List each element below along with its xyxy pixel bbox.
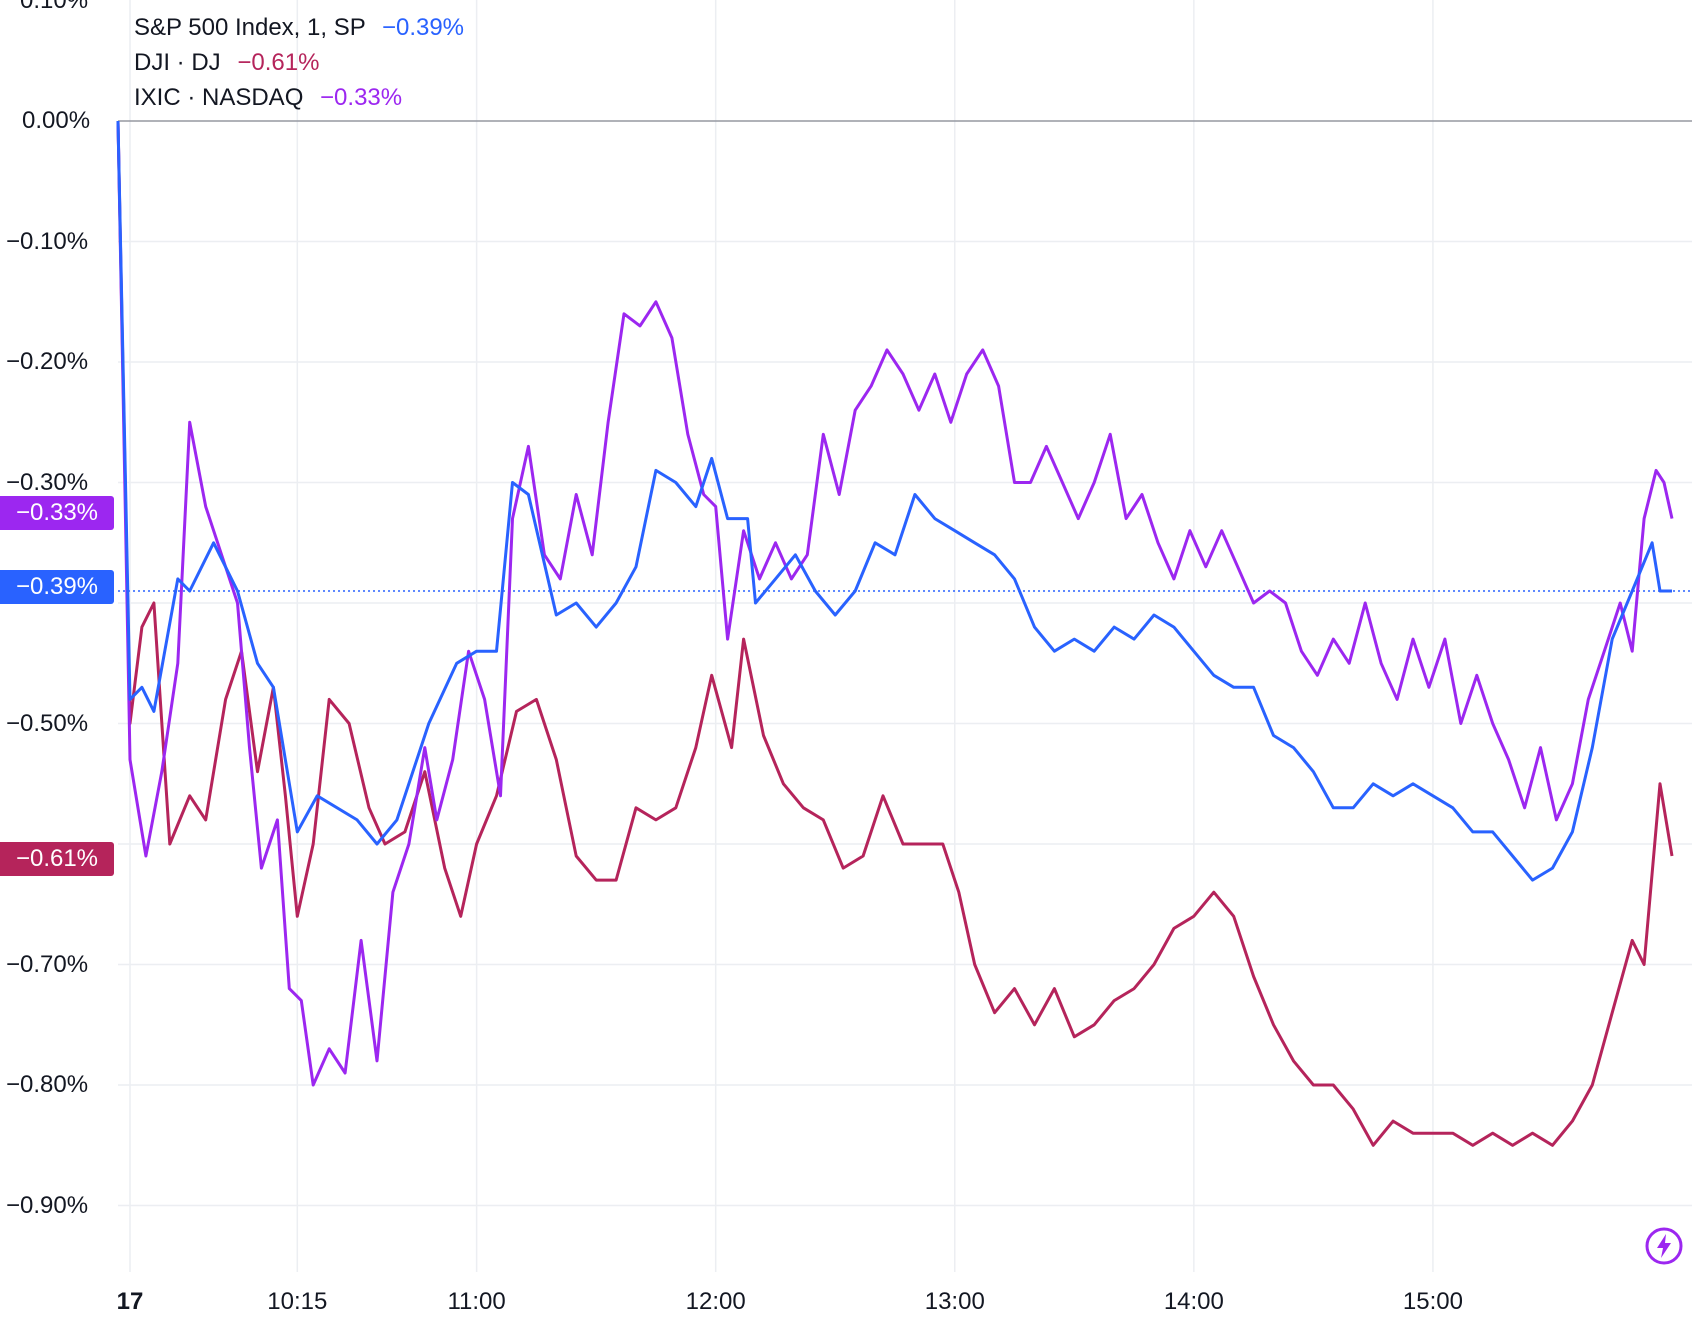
y-tick-label: −0.30% [6,468,89,496]
x-tick-label: 10:15 [267,1288,328,1315]
price-badge-spx: −0.39% [0,570,114,604]
x-tick-label: 13:00 [924,1288,985,1315]
x-tick-label: 14:00 [1163,1288,1224,1315]
y-tick-label: −0.70% [6,950,89,978]
y-tick-label: −0.90% [6,1191,89,1219]
legend-item-ixic[interactable]: IXIC · NASDAQ −0.33% [134,80,464,115]
legend-change-spx: −0.39% [381,14,465,41]
x-tick-label: 17 [116,1288,144,1315]
legend-name-spx: S&P 500 Index, 1, SP [134,14,366,41]
legend-name-dji: DJI · DJ [134,49,221,76]
y-tick-label: −0.80% [6,1071,89,1098]
y-tick-label: 0.00% [22,107,91,134]
grid-lines [118,0,1692,1272]
legend-change-dji: −0.61% [237,49,320,76]
x-tick-label: 15:00 [1402,1288,1463,1315]
series-lines [116,120,1674,1147]
series-line-dji [116,120,1674,1147]
price-badge-dji: −0.61% [0,842,114,876]
y-tick-label: −0.50% [6,709,89,737]
legend: S&P 500 Index, 1, SP −0.39% DJI · DJ −0.… [134,10,464,115]
legend-item-spx[interactable]: S&P 500 Index, 1, SP −0.39% [134,10,464,45]
y-tick-label: 0.10% [20,0,89,14]
series-line-ixic [116,120,1674,1087]
legend-item-dji[interactable]: DJI · DJ −0.61% [134,45,464,80]
legend-name-ixic: IXIC · NASDAQ [134,84,304,111]
x-tick-label: 12:00 [685,1288,746,1315]
legend-change-ixic: −0.33% [320,84,403,111]
y-tick-label: −0.10% [6,227,89,255]
lightning-icon[interactable] [1644,1226,1684,1266]
price-badge-ixic: −0.33% [0,496,114,530]
y-tick-label: −0.20% [6,348,89,375]
x-tick-label: 11:00 [447,1288,506,1315]
series-line-spx [116,120,1672,882]
